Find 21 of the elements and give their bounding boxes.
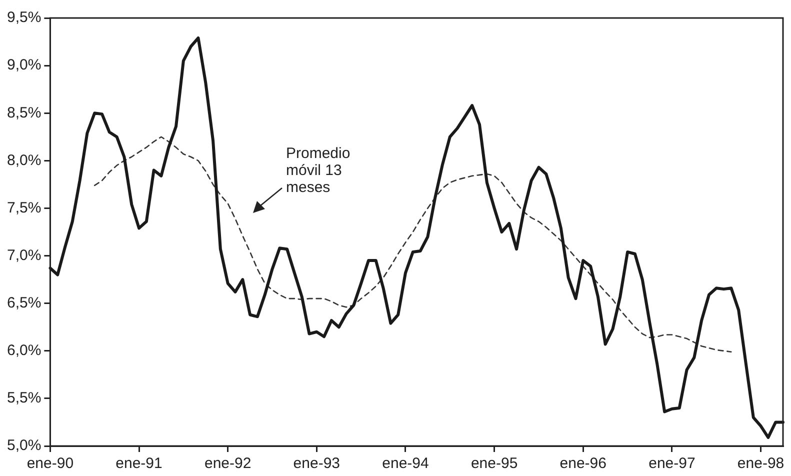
x-tick-label: ene-96 [560,455,606,472]
y-tick-label: 6,0% [6,342,42,360]
y-tick-label: 7,5% [6,199,42,216]
x-tick-label: ene-94 [382,455,429,472]
y-tick-label: 8,5% [6,104,42,122]
x-tick-label: ene-97 [648,455,696,472]
y-tick-label: 8,0% [6,152,42,169]
x-tick-label: ene-98 [737,455,784,472]
y-tick-label: 7,0% [6,246,42,264]
x-tick-label: ene-95 [470,455,518,472]
y-tick-label: 9,0% [6,56,42,74]
line-series [94,136,732,352]
annotation: Promedio móvil 13 meses [286,145,352,196]
y-tick-label: 5,5% [6,390,42,407]
x-tick-label: ene-93 [293,455,340,472]
y-tick-label: 5,0% [6,437,42,454]
x-tick-label: ene-91 [116,455,162,472]
x-tick-label: ene-92 [204,455,252,472]
y-tick-label: 9,5% [6,9,42,26]
x-tick-label: ene-90 [26,455,74,472]
y-tick-label: 6,5% [6,294,42,312]
